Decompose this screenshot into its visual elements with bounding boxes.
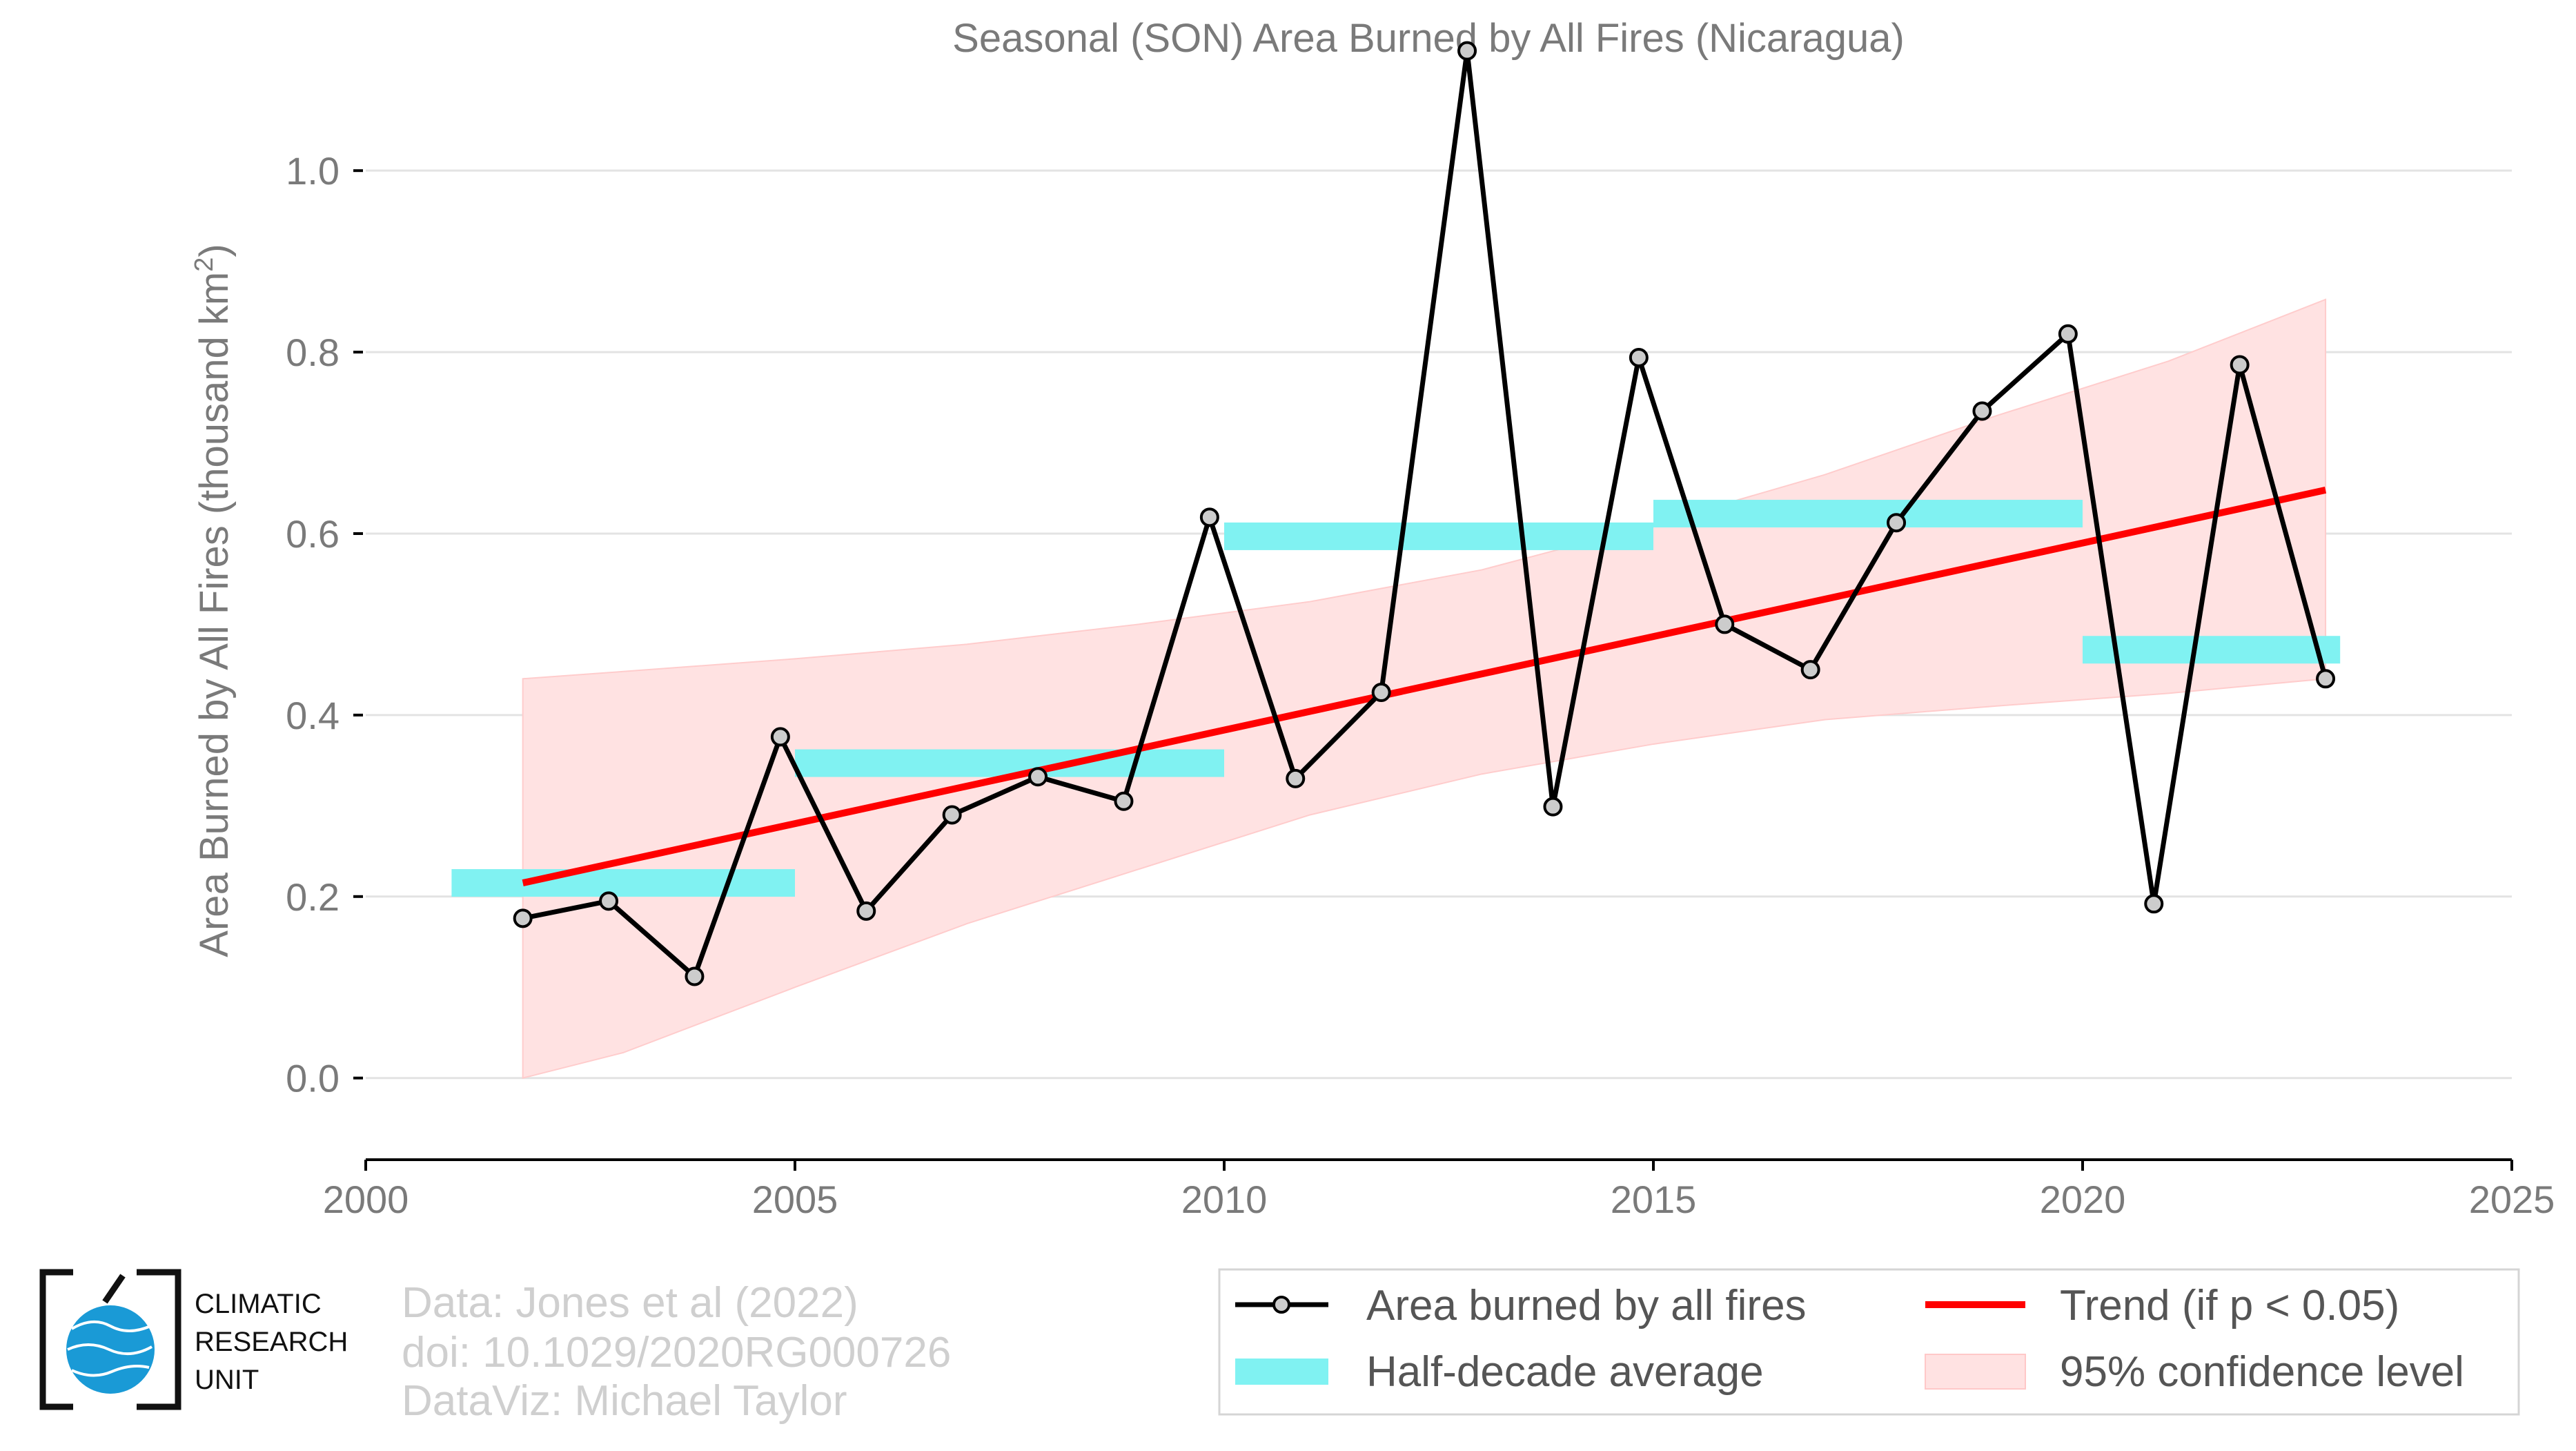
data-point: [1972, 401, 1992, 421]
logo-text-line1: CLIMATIC: [195, 1289, 322, 1319]
x-tick-label: 2000: [323, 1178, 409, 1221]
logo-text-line2: RESEARCH: [195, 1327, 348, 1357]
credit-data-source: Data: Jones et al (2022): [402, 1279, 858, 1327]
globe-wave-1: [70, 1321, 151, 1332]
y-axis-title-superscript: 2: [190, 257, 219, 272]
data-point: [513, 908, 533, 928]
data-point: [1800, 660, 1820, 680]
y-tick-label: 0.0: [286, 1057, 340, 1100]
y-tick-labels: 0.0 0.2 0.4 0.6 0.8 1.0: [286, 149, 340, 1100]
data-point: [2058, 324, 2078, 344]
y-axis-title-end: ): [192, 244, 237, 257]
data-point: [856, 901, 876, 921]
x-tick-label: 2015: [1611, 1178, 1697, 1221]
legend-label-half-decade: Half-decade average: [1366, 1348, 1764, 1396]
data-point: [2144, 894, 2164, 914]
half-decade-layer: [451, 500, 2341, 897]
logo-bracket-right: [137, 1269, 181, 1410]
logo-text-line3: UNIT: [195, 1365, 259, 1395]
x-tick-label: 2020: [2040, 1178, 2126, 1221]
legend-swatch-confidence: [1925, 1354, 2026, 1390]
legend-label-series: Area burned by all fires: [1366, 1282, 1807, 1330]
data-point: [1629, 347, 1649, 367]
data-point: [1199, 507, 1219, 527]
data-point: [1457, 41, 1477, 61]
legend-swatch-series-marker: [1272, 1296, 1290, 1314]
y-tick-label: 1.0: [286, 149, 340, 193]
data-point: [1543, 797, 1563, 817]
legend-swatch-half-decade: [1235, 1359, 1328, 1385]
y-axis-title: Area Burned by All Fires (thousand km2): [190, 244, 237, 957]
half-decade-bar-2: [1224, 522, 1653, 550]
data-point: [1715, 614, 1735, 634]
series-line: [522, 48, 2328, 979]
x-tick-labels: 2000 2005 2010 2015 2020 2025: [323, 1178, 2555, 1221]
trend-line: [522, 487, 2327, 886]
trend-layer: [522, 487, 2327, 886]
data-point: [2316, 669, 2336, 689]
data-point: [1371, 683, 1391, 703]
data-point: [599, 891, 619, 911]
data-point: [2230, 355, 2250, 375]
data-point: [1286, 768, 1306, 788]
half-decade-bar-3: [1653, 500, 2083, 528]
half-decade-bar-1: [795, 749, 1224, 777]
half-decade-bar-4: [2083, 636, 2341, 664]
logo-bracket-left: [39, 1269, 73, 1410]
x-tick-label: 2010: [1181, 1178, 1268, 1221]
data-point: [942, 805, 962, 825]
axes: [353, 169, 2513, 1171]
legend-box: [1218, 1268, 2520, 1416]
y-axis-title-main: Area Burned by All Fires (thousand km: [192, 272, 237, 957]
chart-title: Seasonal (SON) Area Burned by All Fires …: [952, 16, 1905, 61]
x-tick-label: 2005: [752, 1178, 838, 1221]
y-tick-label: 0.6: [286, 512, 340, 556]
data-point: [770, 727, 790, 747]
half-decade-bar-0: [451, 869, 795, 897]
legend-label-confidence: 95% confidence level: [2060, 1348, 2464, 1396]
series-layer: [513, 41, 2336, 986]
credit-doi: doi: 10.1029/2020RG000726: [402, 1329, 951, 1376]
data-point: [1114, 791, 1134, 811]
credit-dataviz: DataViz: Michael Taylor: [402, 1377, 847, 1425]
globe-wave-2: [67, 1343, 153, 1356]
data-point: [1028, 767, 1048, 787]
y-tick-label: 0.4: [286, 694, 340, 737]
cru-logo: CLIMATIC RESEARCH UNIT: [39, 1269, 348, 1410]
data-point: [1887, 513, 1907, 533]
y-tick-label: 0.8: [286, 331, 340, 374]
logo-slash: [102, 1274, 126, 1304]
x-tick-label: 2025: [2469, 1178, 2555, 1221]
globe-wave-3: [71, 1365, 150, 1377]
y-tick-label: 0.2: [286, 875, 340, 919]
legend: Area burned by all fires Half-decade ave…: [1218, 1268, 2520, 1416]
data-point: [685, 966, 705, 986]
legend-label-trend: Trend (if p < 0.05): [2060, 1282, 2399, 1330]
